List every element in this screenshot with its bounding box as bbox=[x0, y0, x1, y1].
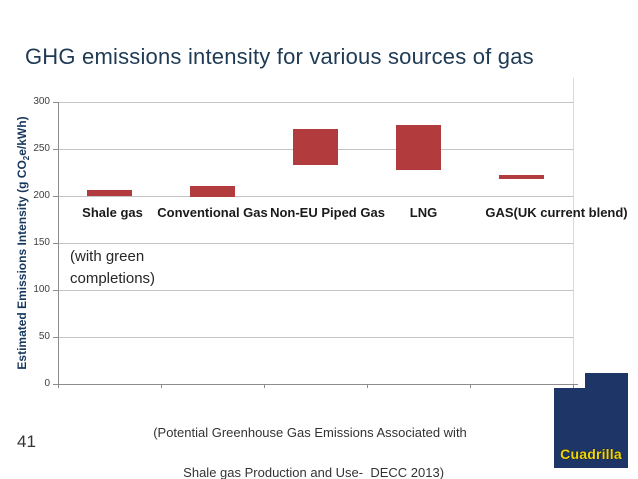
bar-lng bbox=[396, 124, 441, 170]
x-axis-boundary-tick bbox=[58, 383, 59, 388]
y-axis-tick-200 bbox=[53, 195, 58, 197]
bar-gas-uk-current-blend bbox=[499, 175, 544, 179]
category-label-non-eu-piped-gas: Non-EU Piped Gas bbox=[270, 205, 385, 220]
gridline-50 bbox=[58, 336, 573, 338]
y-axis-tick-300 bbox=[53, 102, 58, 103]
green-completions-note: (with green completions) bbox=[70, 248, 156, 287]
gridline-200 bbox=[58, 195, 573, 197]
source-caption-line1: (Potential Greenhouse Gas Emissions Asso… bbox=[153, 425, 467, 440]
y-tick-label-200: 200 bbox=[33, 189, 50, 201]
cuadrilla-logo-text: Cuadrilla bbox=[560, 446, 622, 462]
y-axis-line bbox=[58, 102, 59, 384]
y-tick-label-50: 50 bbox=[38, 330, 50, 342]
gridline-300 bbox=[58, 102, 573, 103]
y-axis-tick-250 bbox=[53, 148, 58, 150]
category-label-shale-gas: Shale gas bbox=[82, 205, 143, 220]
cuadrilla-logo-upper-block bbox=[585, 373, 628, 389]
x-axis-boundary-tick bbox=[470, 383, 471, 388]
bar-conventional-gas bbox=[190, 186, 235, 197]
gridline-100 bbox=[58, 289, 573, 291]
x-axis-line bbox=[53, 383, 578, 385]
bar-non-eu-piped-gas bbox=[293, 129, 338, 165]
source-caption: (Potential Greenhouse Gas Emissions Asso… bbox=[0, 423, 620, 479]
y-tick-label-150: 150 bbox=[33, 236, 50, 248]
y-tick-label-100: 100 bbox=[33, 283, 50, 295]
source-caption-line2: Shale gas Production and Use- DECC 2013) bbox=[183, 465, 445, 479]
plot-right-border bbox=[573, 78, 574, 384]
y-axis-title-subscript: 2 bbox=[22, 155, 32, 161]
y-tick-label-250: 250 bbox=[33, 142, 50, 154]
x-axis-boundary-tick bbox=[367, 383, 368, 388]
y-tick-label-300: 300 bbox=[33, 96, 50, 107]
category-label-gas-uk-current-blend: GAS(UK current blend) bbox=[485, 205, 628, 220]
x-axis-boundary-tick bbox=[161, 383, 162, 388]
gridline-150 bbox=[58, 242, 573, 244]
y-axis-tick-100 bbox=[53, 289, 58, 291]
y-axis-tick-50 bbox=[53, 336, 58, 338]
cuadrilla-logo: Cuadrilla bbox=[554, 388, 628, 468]
x-axis-boundary-tick bbox=[264, 383, 265, 388]
y-axis-tick-150 bbox=[53, 242, 58, 244]
category-label-lng: LNG bbox=[409, 205, 438, 220]
page-number: 41 bbox=[17, 432, 36, 451]
bar-shale-gas bbox=[87, 190, 132, 196]
y-tick-label-0: 0 bbox=[44, 377, 50, 389]
slide-title: GHG emissions intensity for various sour… bbox=[25, 44, 534, 69]
x-axis-boundary-tick bbox=[573, 383, 574, 388]
category-label-conventional-gas: Conventional Gas bbox=[157, 205, 268, 220]
